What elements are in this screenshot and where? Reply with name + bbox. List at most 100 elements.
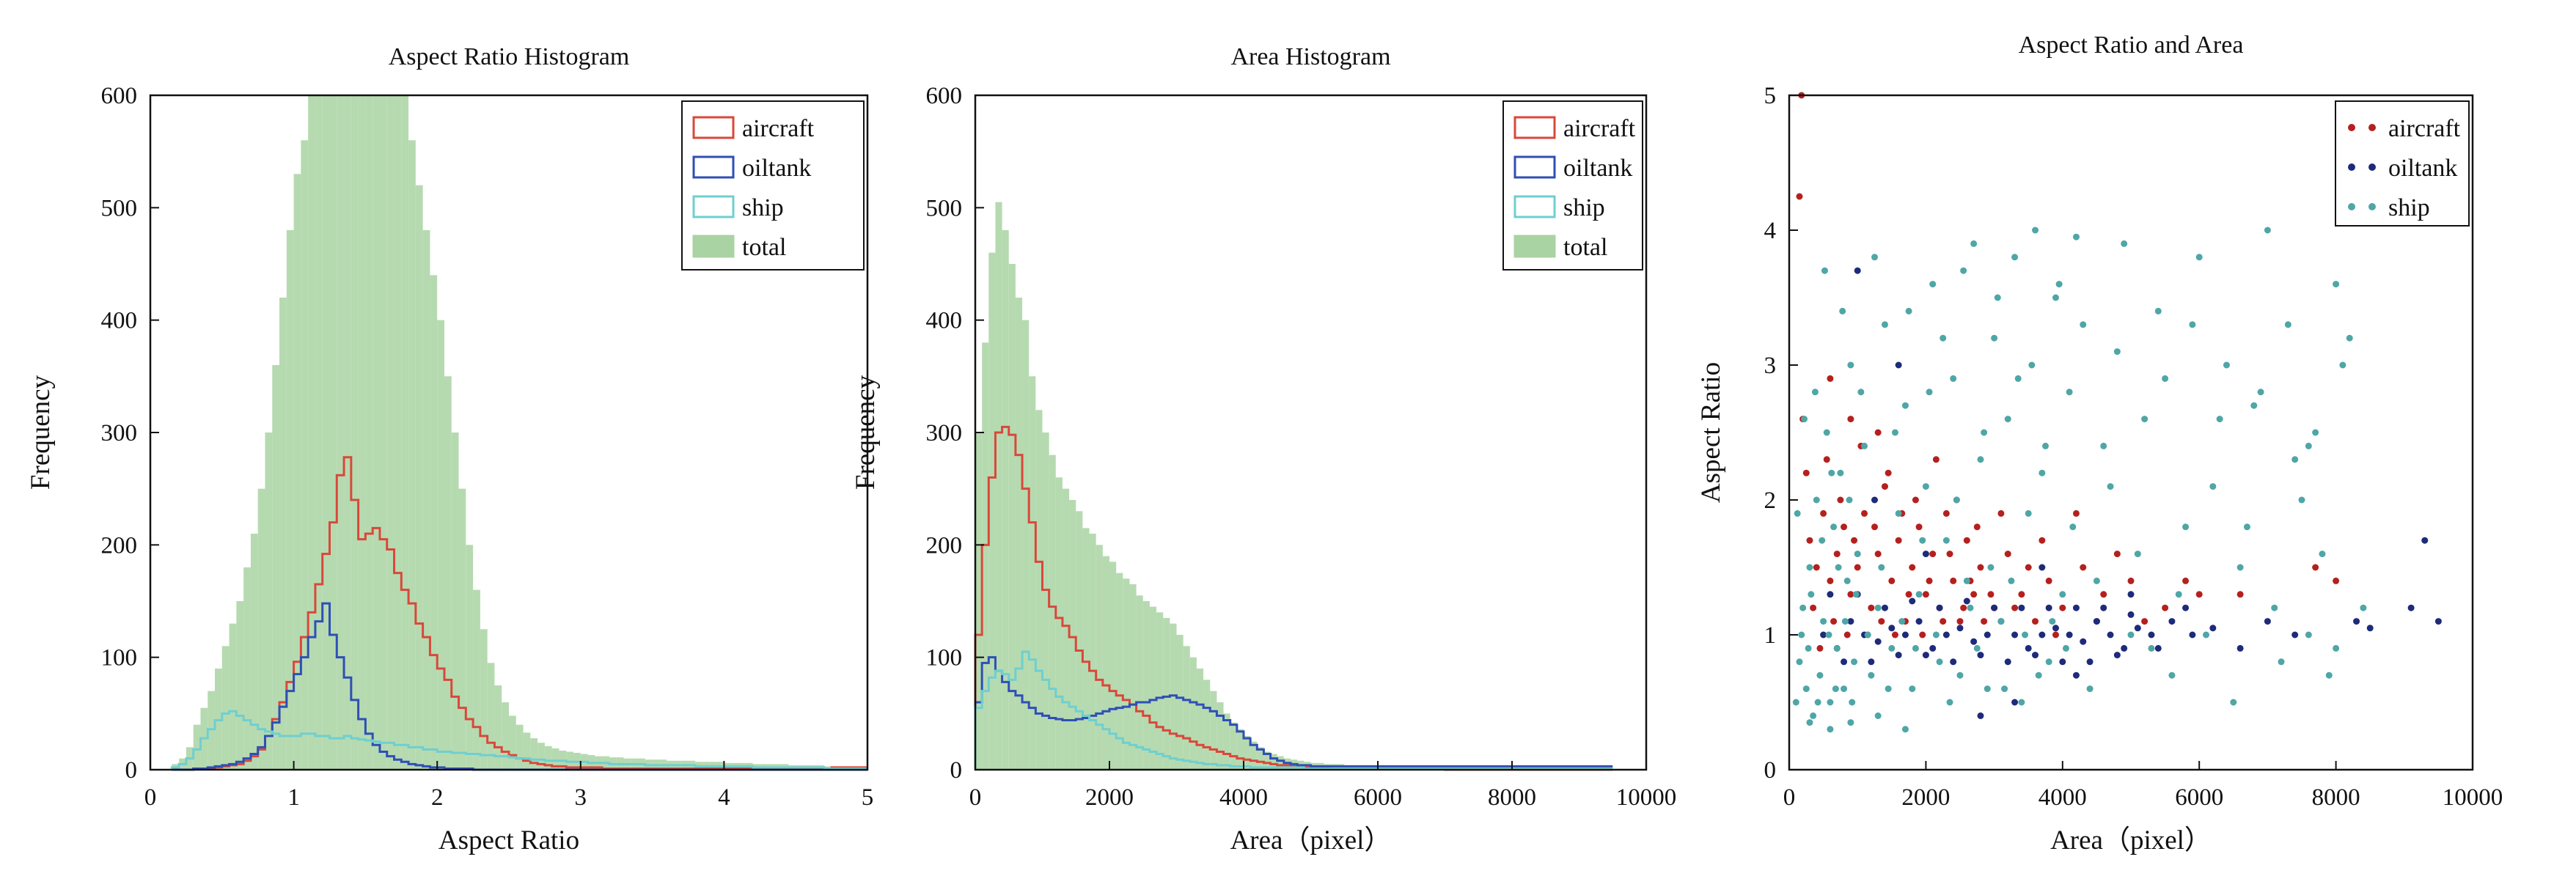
legend-label-aircraft: aircraft — [742, 115, 815, 142]
scatter-point — [1950, 577, 1957, 584]
scatter-point — [2360, 604, 2367, 611]
y-tick-label: 1 — [1764, 622, 1777, 649]
scatter-point — [2257, 389, 2264, 396]
scatter-point — [2072, 604, 2080, 611]
scatter-point — [1847, 618, 1854, 625]
y-tick-label: 400 — [101, 308, 138, 334]
histogram-bar — [1089, 534, 1096, 770]
x-tick-label: 3 — [575, 784, 587, 811]
scatter-point — [1909, 685, 1916, 693]
scatter-point — [1792, 699, 1799, 706]
histogram-bar — [1270, 754, 1277, 770]
scatter-point — [1905, 591, 1912, 598]
scatter-point — [2141, 618, 2148, 625]
legend-swatch-total — [1513, 235, 1556, 258]
scatter-point — [2011, 254, 2019, 261]
scatter-point — [2011, 699, 2019, 706]
x-tick-label: 1 — [287, 784, 300, 811]
y-axis-label: Aspect Ratio — [1696, 362, 1726, 503]
histogram-bar — [566, 751, 574, 770]
scatter-point — [1868, 604, 1875, 611]
scatter-point — [2004, 416, 2011, 423]
scatter-point — [1801, 416, 1808, 423]
legend-label-ship: ship — [2388, 194, 2430, 221]
histogram-bar — [1042, 433, 1049, 770]
scatter-point — [2045, 577, 2052, 584]
scatter-point — [1854, 564, 1861, 571]
scatter-point — [2264, 618, 2271, 625]
y-ticks: 0 1 2 3 4 5 — [1764, 83, 1798, 784]
chart-title: Area Histogram — [1230, 43, 1390, 70]
scatter-point — [1811, 389, 1819, 396]
histogram-bar — [551, 748, 559, 770]
scatter-point — [2182, 604, 2190, 611]
scatter-point — [1854, 267, 1861, 274]
scatter-point — [2093, 577, 2100, 584]
histogram-bar — [1344, 765, 1351, 770]
scatter-point — [2011, 631, 2019, 638]
scatter-point — [1839, 307, 1846, 314]
scatter-point — [2018, 604, 2025, 611]
scatter-point — [2346, 334, 2353, 342]
histogram-bar — [337, 95, 345, 770]
histogram-bar — [422, 230, 430, 770]
scatter-point — [2325, 671, 2333, 679]
legend-label-ship: ship — [742, 194, 784, 221]
histogram-bar — [1283, 758, 1291, 770]
scatter-point — [1895, 509, 1902, 517]
histogram-bar — [1370, 765, 1378, 770]
histogram-bar — [408, 140, 416, 770]
x-axis-label: Area（pixel） — [1230, 825, 1392, 855]
scatter-point — [1973, 644, 1981, 652]
scatter-point — [1888, 625, 1896, 632]
scatter-point — [2189, 631, 2196, 638]
histogram-bar — [293, 174, 301, 770]
scatter-point — [2025, 564, 2032, 571]
legend-swatch-total — [692, 235, 735, 258]
histogram-bar — [301, 140, 309, 770]
scatter-point — [2100, 442, 2107, 449]
scatter-point — [2086, 658, 2094, 666]
y-tick-label: 200 — [926, 532, 963, 559]
x-tick-label: 4000 — [2039, 784, 2087, 811]
scatter-point — [1874, 638, 1882, 645]
histogram-bar — [523, 732, 531, 770]
scatter-point — [1997, 509, 2005, 517]
scatter-point — [1929, 644, 1937, 652]
scatter-point — [2434, 618, 2442, 625]
scatter-point — [1891, 429, 1898, 436]
legend-frame — [2335, 100, 2470, 227]
scatter-point — [2113, 348, 2121, 356]
scatter-point — [1833, 644, 1841, 652]
scatter-point — [2298, 496, 2305, 504]
scatter-point — [1915, 618, 1923, 625]
y-ticks: 0 100 200 300 400 500 600 — [926, 83, 984, 784]
scatter-point — [1950, 658, 1957, 666]
scatter-point — [1841, 523, 1848, 531]
scatter-point — [1895, 652, 1902, 659]
scatter-point — [2148, 631, 2155, 638]
scatter-point — [1997, 618, 2005, 625]
histogram-bar — [1203, 680, 1211, 770]
histogram-bar — [995, 202, 1002, 770]
scatter-point — [2039, 469, 2046, 476]
scatter-point — [1981, 429, 1988, 436]
scatter-point — [1827, 699, 1834, 706]
scatter-point — [1843, 577, 1851, 584]
scatter-point — [1987, 564, 1995, 571]
scatter-point — [2168, 671, 2176, 679]
scatter-point — [1901, 402, 1909, 409]
scatter-point — [1808, 591, 1815, 598]
histogram-bar — [193, 724, 201, 770]
scatter-point — [1835, 564, 1842, 571]
scatter-point — [1973, 523, 1981, 531]
scatter-point — [2107, 631, 2114, 638]
series-total — [975, 202, 1613, 770]
plot-area — [170, 95, 867, 771]
scatter-point — [2271, 604, 2278, 611]
scatter-point — [2154, 644, 2162, 652]
scatter-point — [2134, 551, 2141, 558]
scatter-point — [1827, 726, 1834, 733]
histogram-bar — [1029, 376, 1036, 770]
